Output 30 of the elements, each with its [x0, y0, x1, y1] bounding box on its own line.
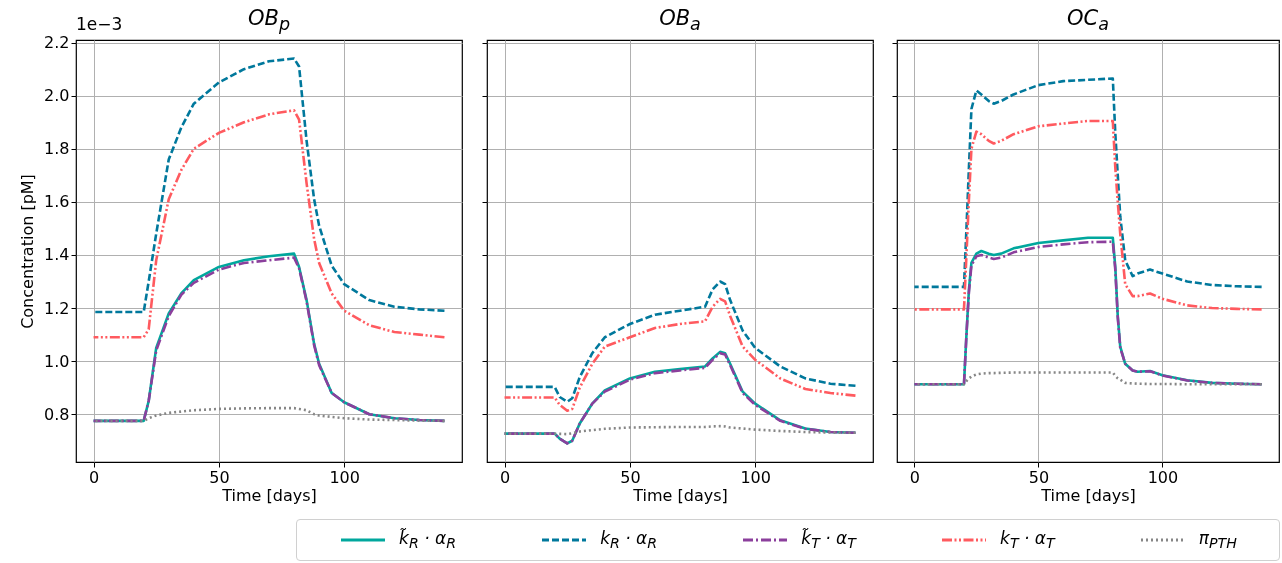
- x-tick-label: 50: [1028, 467, 1050, 487]
- y-tick-label: 2.0: [44, 86, 70, 106]
- y-tick-label: 1.0: [44, 351, 70, 371]
- legend-label: π$_{PTH}$: [1198, 528, 1237, 552]
- y-axis-title: Concentration [pM]: [18, 174, 38, 329]
- x-axis-title: Time [days]: [632, 485, 728, 505]
- y-tick-label: 1.2: [44, 298, 70, 318]
- x-axis-title: Time [days]: [1040, 485, 1136, 505]
- x-tick-label: 0: [499, 467, 511, 487]
- x-tick-label: 100: [1147, 467, 1179, 487]
- x-tick-label: 50: [209, 467, 230, 487]
- x-tick-label: 100: [740, 467, 771, 487]
- y-tick-label: 1.4: [44, 245, 70, 265]
- y-tick-label: 0.8: [44, 404, 70, 424]
- legend-label: k̃$_{R}$ · α$_{R}$: [399, 528, 457, 552]
- chart-title: OC$_{a}$: [1066, 6, 1110, 35]
- chart-title: OB$_{a}$: [658, 6, 702, 35]
- x-tick-label: 50: [620, 467, 641, 487]
- x-tick-label: 100: [329, 467, 360, 487]
- y-tick-label: 1.8: [44, 139, 70, 159]
- x-tick-label: 0: [909, 467, 920, 487]
- y-tick-label: 1.6: [44, 192, 70, 212]
- chart-title: OB$_{p}$: [247, 6, 291, 35]
- legend-label: k$_{R}$ · α$_{R}$: [600, 528, 658, 552]
- x-tick-label: 0: [88, 467, 100, 487]
- y-tick-label: 2.2: [44, 33, 70, 53]
- legend-label: k$_{T}$ · α$_{T}$: [1000, 528, 1055, 552]
- text: 1e−3: [76, 14, 123, 34]
- legend-label: k̃$_{T}$ · α$_{T}$: [801, 528, 856, 552]
- x-axis-title: Time [days]: [221, 485, 317, 505]
